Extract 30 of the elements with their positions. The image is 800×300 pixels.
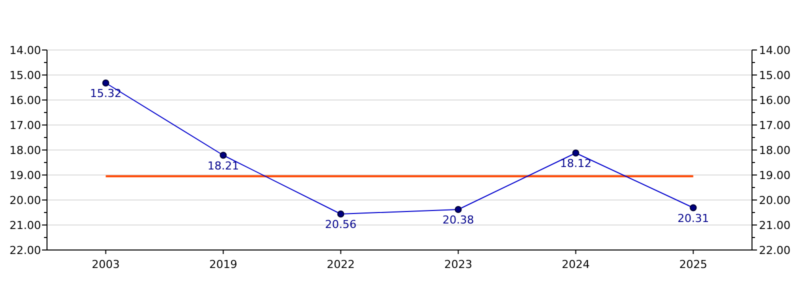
y-tick-label: 19.00 (10, 168, 41, 182)
y2-tick-label: 22.00 (759, 244, 790, 257)
x-tick-label: 2024 (562, 258, 590, 271)
data-label: 20.56 (325, 218, 356, 231)
data-label: 15.32 (90, 87, 122, 100)
y-tick-label: 18.00 (10, 144, 41, 157)
y-tick-label: 16.00 (10, 94, 41, 107)
y-tick-label: 15.00 (10, 68, 41, 82)
x-tick-label: 2019 (209, 258, 238, 271)
y2-tick-label: 17.00 (759, 118, 790, 132)
y2-tick-label: 21.00 (759, 218, 790, 232)
y-tick-label: 20.00 (10, 194, 41, 207)
data-label: 18.21 (208, 159, 239, 172)
y2-tick-label: 20.00 (759, 194, 790, 207)
x-tick-label: 2022 (326, 258, 355, 271)
data-label: 18.12 (560, 157, 592, 170)
x-tick-label: 2023 (444, 258, 472, 271)
data-label: 20.38 (442, 214, 474, 226)
y-tick-label: 21.00 (10, 218, 41, 232)
y-tick-label: 17.00 (10, 118, 41, 132)
data-label: 20.31 (678, 212, 709, 225)
y2-tick-label: 16.00 (759, 94, 790, 107)
y2-tick-label: 15.00 (759, 68, 790, 82)
y-tick-label: 22.00 (10, 244, 41, 257)
y2-tick-label: 18.00 (759, 144, 790, 157)
x-tick-label: 2025 (679, 258, 708, 271)
x-tick-label: 2003 (92, 258, 120, 271)
y2-tick-label: 14.00 (759, 44, 790, 57)
y-tick-label: 14.00 (10, 44, 41, 57)
y2-tick-label: 19.00 (759, 168, 790, 182)
